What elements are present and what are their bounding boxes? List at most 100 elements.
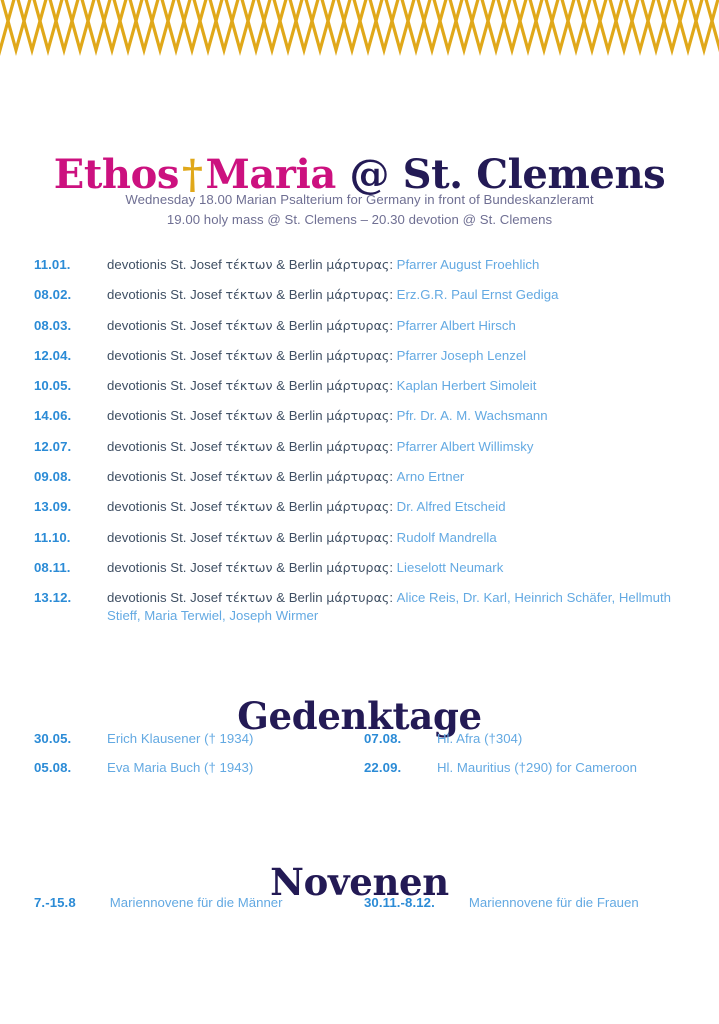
latin-text: & Berlin (272, 438, 327, 454)
devotion-date: 08.02. (34, 287, 72, 303)
greek-text: μάρτυρας (326, 257, 390, 272)
gedenktage-date: 30.05. (34, 731, 72, 746)
latin-text: : (389, 347, 393, 363)
greek-text: τέκτων (225, 469, 273, 485)
latin-text: devotionis St. Josef (107, 257, 226, 272)
latin-text: & Berlin (272, 499, 327, 515)
devotion-row: 09.08. devotionis St. Josef τέκτων & Berl… (34, 468, 684, 486)
devotion-description: devotionis St. Josef τέκτων & Berlin μάρ… (107, 407, 684, 425)
latin-text: devotionis St. Josef (107, 499, 226, 515)
gedenktage-grid: 30.05. Erich Klausener († 1934) 07.08. Hl. … (34, 730, 694, 777)
page-title: Ethos†Maria @ St. Clemens (0, 150, 719, 198)
devotion-row: 08.02. devotionis St. Josef τέκτων & Berl… (34, 286, 684, 304)
devotion-row: 12.07. devotionis St. Josef τέκτων & Berl… (34, 438, 684, 456)
devotion-description: devotionis St. Josef τέκτων & Berlin μάρ… (107, 468, 684, 486)
greek-text: μάρτυρας (326, 590, 390, 606)
latin-text: devotionis St. Josef (107, 529, 226, 545)
gedenktage-label: Hl. Mauritius (†290) for Cameroon (437, 760, 638, 775)
devotion-description: devotionis St. Josef τέκτων & Berlin μάρ… (107, 589, 684, 625)
devotion-description: devotionis St. Josef τέκτων & Berlin μάρ… (107, 529, 684, 547)
novenen-row: 30.11.-8.12. Mariennovene für die Frauen (364, 894, 694, 912)
greek-text: τέκτων (225, 287, 273, 303)
greek-text: τέκτων (225, 347, 273, 363)
latin-text: devotionis St. Josef (107, 408, 226, 424)
devotions-list: 11.01. devotionis St. Josef τέκτων & Berl… (34, 256, 684, 638)
latin-text: devotionis St. Josef (107, 590, 226, 606)
section-heading-gedenktage: Gedenktage (237, 693, 482, 738)
devotion-date: 09.08. (34, 469, 72, 485)
devotion-date: 08.11. (34, 559, 71, 575)
latin-text: : (389, 469, 393, 485)
latin-text: devotionis St. Josef (107, 317, 226, 333)
devotion-date: 14.06. (34, 408, 72, 424)
latin-text: : (389, 438, 393, 454)
devotion-description: devotionis St. Josef τέκτων & Berlin μάρ… (107, 317, 684, 335)
zigzag-pattern-icon (0, 0, 719, 56)
gedenktage-row: 22.09. Hl. Mauritius (†290) for Cameroon (364, 759, 694, 777)
novenen-date: 7.-15.8 (34, 895, 76, 910)
novenen-row: 7.-15.8 Mariennovene für die Männer (34, 894, 364, 912)
devotion-names: Pfarrer Albert Hirsch (393, 317, 516, 333)
greek-text: μάρτυρας (326, 287, 390, 303)
greek-text: τέκτων (225, 317, 273, 333)
devotion-row: 14.06. devotionis St. Josef τέκτων & Berl… (34, 407, 684, 425)
gedenktage-label: Hl. Afra (†304) (437, 731, 523, 746)
devotion-names: Pfarrer August Froehlich (393, 257, 540, 272)
title-word-ethos: Ethos (53, 150, 180, 198)
latin-text: : (389, 408, 393, 424)
latin-text: : (389, 529, 393, 545)
devotion-date: 11.10. (34, 529, 71, 545)
section-heading-novenen: Novenen (270, 859, 449, 904)
latin-text: devotionis St. Josef (107, 438, 226, 454)
latin-text: : (389, 317, 393, 333)
devotion-names: Pfarrer Joseph Lenzel (393, 347, 527, 363)
latin-text: & Berlin (272, 317, 327, 333)
novenen-label: Mariennovene für die Frauen (468, 895, 639, 910)
devotion-row: 13.09. devotionis St. Josef τέκτων & Berl… (34, 498, 684, 516)
devotion-date: 12.07. (34, 438, 72, 454)
greek-text: τέκτων (225, 499, 273, 515)
devotion-row: 10.05. devotionis St. Josef τέκτων & Berl… (34, 377, 684, 395)
devotion-names: Pfarrer Albert Willimsky (393, 438, 534, 454)
novenen-label: Mariennovene für die Männer (109, 895, 283, 910)
latin-text: devotionis St. Josef (107, 347, 226, 363)
devotion-names: Pfr. Dr. A. M. Wachsmann (393, 408, 548, 424)
latin-text: : (389, 257, 393, 272)
subtitle-line-1: Wednesday 18.00 Marian Psalterium for Ge… (125, 192, 594, 207)
devotion-names: Alice Reis, Dr. Karl, Heinrich Schäfer, … (107, 590, 672, 624)
devotion-date: 12.04. (34, 347, 72, 363)
gedenktage-row: 07.08. Hl. Afra (†304) (364, 730, 694, 748)
greek-text: μάρτυρας (326, 317, 390, 333)
gedenktage-date: 05.08. (34, 760, 72, 775)
devotion-row: 13.12. devotionis St. Josef τέκτων & Berl… (34, 589, 684, 625)
greek-text: μάρτυρας (326, 378, 390, 394)
latin-text: : (389, 559, 393, 575)
greek-text: τέκτων (225, 257, 273, 272)
devotion-description: devotionis St. Josef τέκτων & Berlin μάρ… (107, 256, 684, 274)
devotion-description: devotionis St. Josef τέκτων & Berlin μάρ… (107, 498, 684, 516)
devotion-description: devotionis St. Josef τέκτων & Berlin μάρ… (107, 438, 684, 456)
latin-text: & Berlin (272, 287, 327, 303)
greek-text: μάρτυρας (326, 347, 390, 363)
latin-text: : (389, 287, 393, 303)
gedenktage-row: 30.05. Erich Klausener († 1934) (34, 730, 364, 748)
latin-text: : (389, 499, 393, 515)
devotion-description: devotionis St. Josef τέκτων & Berlin μάρ… (107, 559, 684, 577)
devotion-row: 11.10. devotionis St. Josef τέκτων & Berl… (34, 529, 684, 547)
latin-text: devotionis St. Josef (107, 287, 226, 303)
latin-text: & Berlin (272, 257, 327, 272)
gedenktage-date: 22.09. (364, 760, 402, 775)
greek-text: μάρτυρας (326, 559, 390, 575)
gedenktage-row: 05.08. Eva Maria Buch († 1943) (34, 759, 364, 777)
devotion-row: 12.04. devotionis St. Josef τέκτων & Berl… (34, 347, 684, 365)
latin-text: & Berlin (272, 469, 327, 485)
greek-text: τέκτων (225, 438, 273, 454)
devotion-row: 08.03. devotionis St. Josef τέκτων & Berl… (34, 317, 684, 335)
latin-text: : (389, 590, 393, 606)
greek-text: τέκτων (225, 378, 273, 394)
latin-text: & Berlin (272, 347, 327, 363)
devotion-description: devotionis St. Josef τέκτων & Berlin μάρ… (107, 286, 684, 304)
greek-text: τέκτων (225, 529, 273, 545)
latin-text: & Berlin (272, 378, 327, 394)
novenen-date: 30.11.-8.12. (364, 895, 435, 910)
